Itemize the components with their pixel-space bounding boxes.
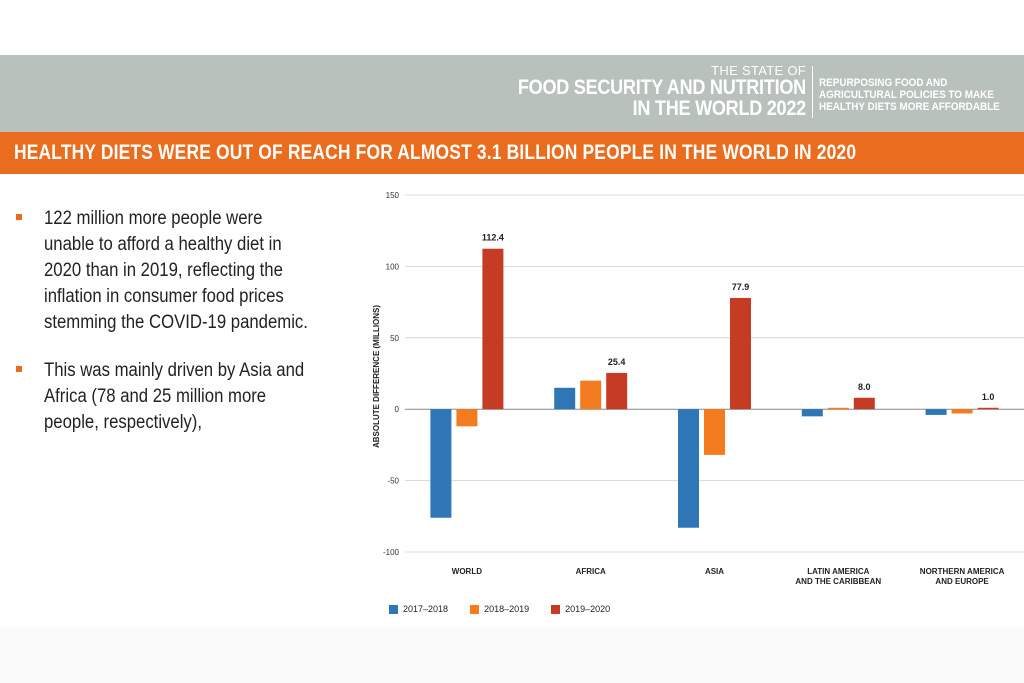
- category-label: NORTHERN AMERICA: [920, 567, 1005, 576]
- bar: [580, 380, 602, 410]
- title-bar: HEALTHY DIETS WERE OUT OF REACH FOR ALMO…: [0, 132, 1024, 174]
- brand-line-2: IN THE WORLD 2022: [632, 97, 806, 120]
- legend-label: 2018–2019: [484, 604, 530, 614]
- data-label: 77.9: [732, 282, 750, 292]
- bar: [801, 409, 823, 417]
- bullet-text: 122 million more people were unable to a…: [44, 208, 308, 333]
- brand-small-text: THE STATE OF: [711, 63, 806, 78]
- y-tick-label: 50: [390, 334, 399, 343]
- category-label: AND THE CARIBBEAN: [795, 577, 881, 586]
- bullet-item: 122 million more people were unable to a…: [12, 206, 352, 336]
- bar: [678, 409, 699, 528]
- bullet-square-icon: [16, 366, 22, 372]
- bullet-square-icon: [16, 214, 22, 220]
- tagline-line-2: AGRICULTURAL POLICIES TO MAKE: [819, 89, 994, 101]
- legend-swatch: [551, 604, 561, 614]
- report-brand: THE STATE OF FOOD SECURITY AND NUTRITION…: [471, 64, 806, 119]
- bar: [827, 407, 849, 410]
- report-header: THE STATE OF FOOD SECURITY AND NUTRITION…: [0, 55, 1024, 132]
- y-tick-label: 100: [386, 262, 400, 271]
- bullet-list: 122 million more people were unable to a…: [12, 206, 352, 458]
- data-label: 25.4: [608, 357, 626, 367]
- legend-swatch: [389, 604, 398, 614]
- y-axis-title: ABSOLUTE DIFFERENCE (MILLIONS): [372, 305, 381, 448]
- bullet-text: This was mainly driven by Asia and Afric…: [44, 360, 305, 433]
- legend-label: 2017–2018: [403, 604, 449, 614]
- category-label: AFRICA: [576, 567, 606, 576]
- data-label: 112.4: [482, 233, 504, 243]
- chart-legend: 2017–2018 2018–2019 2019–2020: [389, 604, 610, 614]
- category-label: WORLD: [452, 567, 482, 576]
- bar: [925, 409, 947, 415]
- legend-item: 2017–2018: [389, 604, 448, 614]
- slide-title: HEALTHY DIETS WERE OUT OF REACH FOR ALMO…: [14, 141, 857, 164]
- data-label: 1.0: [982, 392, 995, 402]
- tagline-line-1: REPURPOSING FOOD AND: [819, 77, 948, 89]
- bar: [977, 407, 999, 410]
- legend-label: 2019–2020: [565, 604, 611, 614]
- bar: [554, 387, 576, 410]
- category-label: AND EUROPE: [935, 577, 989, 586]
- category-label: ASIA: [705, 567, 724, 576]
- y-tick-label: 0: [395, 405, 400, 414]
- legend-swatch: [470, 604, 480, 614]
- y-tick-label: -50: [387, 477, 399, 486]
- legend-item: 2019–2020: [551, 604, 610, 614]
- bottom-margin: [0, 628, 1024, 683]
- data-label: 8.0: [858, 382, 871, 392]
- bar: [704, 409, 725, 455]
- y-tick-label: -100: [383, 548, 400, 557]
- brand-divider: [812, 66, 813, 118]
- report-tagline: REPURPOSING FOOD AND AGRICULTURAL POLICI…: [819, 77, 1024, 113]
- bullet-item: This was mainly driven by Asia and Afric…: [12, 358, 352, 436]
- y-tick-label: 150: [386, 191, 400, 200]
- top-margin: [0, 0, 1024, 55]
- bar: [430, 409, 452, 518]
- bar: [853, 397, 875, 410]
- bar: [951, 409, 973, 414]
- bar: [482, 248, 504, 410]
- brand-line-1: FOOD SECURITY AND NUTRITION: [517, 76, 806, 99]
- legend-item: 2018–2019: [470, 604, 529, 614]
- tagline-line-3: HEALTHY DIETS MORE AFFORDABLE: [819, 101, 1000, 113]
- bar-chart: 150 100 50 0 -50 -100 ABSOLUTE DIFFERENCE (MIL…: [372, 191, 1024, 586]
- bar: [456, 409, 478, 427]
- bar: [606, 372, 628, 410]
- category-label: LATIN AMERICA: [807, 567, 869, 576]
- bar: [730, 297, 751, 410]
